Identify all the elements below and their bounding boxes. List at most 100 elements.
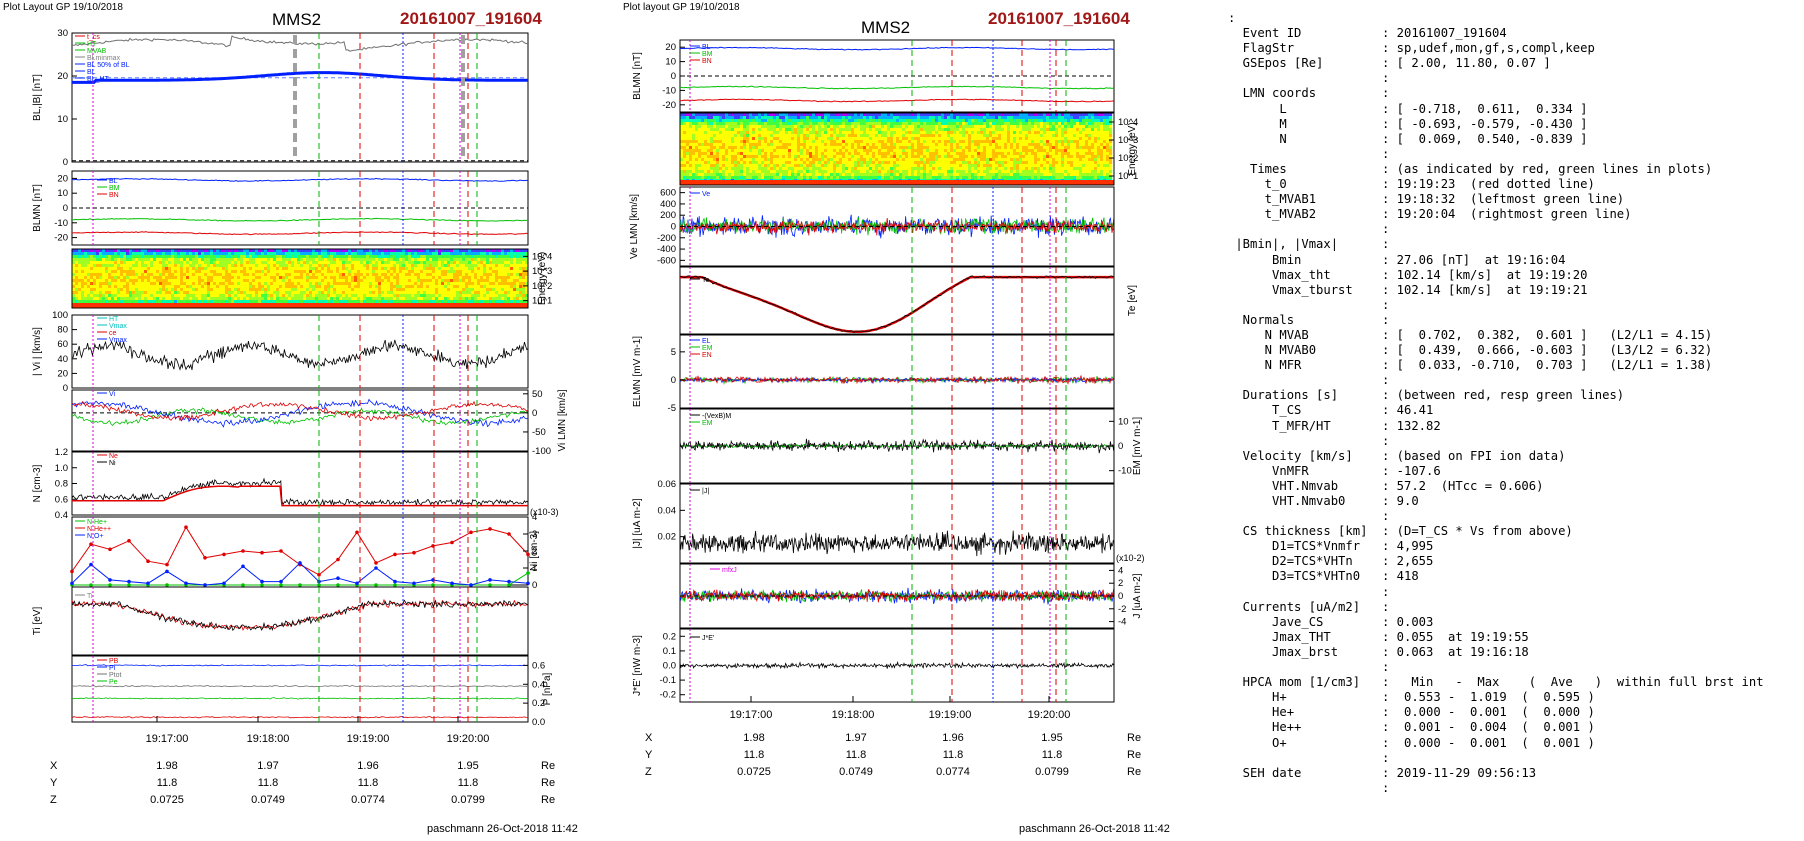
spectrogram-cell [833,134,837,138]
spectrogram-cell [321,294,325,298]
spectrogram-cell [255,285,259,289]
spectrogram-cell [99,300,103,304]
spectrogram-cell [99,261,103,265]
spectrogram-cell [291,282,295,286]
spectrogram-cell [480,279,484,283]
spectrogram-cell [462,270,466,274]
spectrogram-cell [474,300,478,304]
spectrogram-cell [881,116,885,120]
spectrogram-cell [893,134,897,138]
spectrogram-cell [393,273,397,277]
spectrogram-cell [444,276,448,280]
spectrogram-cell [291,297,295,301]
spectrogram-cell [788,125,792,129]
spectrogram-cell [746,116,750,120]
spectrogram-cell [411,270,415,274]
spectrogram-cell [441,294,445,298]
spectrogram-cell [108,288,112,292]
spectrogram-cell [959,128,963,132]
spectrogram-cell [779,146,783,150]
spectrogram-cell [522,264,526,268]
spectrogram-cell [845,131,849,135]
spectrogram-cell [126,300,130,304]
spectrogram-cell [102,255,106,259]
spectrogram-cell [836,122,840,126]
spectrogram-cell [510,267,514,271]
spectrogram-cell [965,116,969,120]
spectrogram-cell [426,297,430,301]
legend-label: BN [702,58,712,65]
spectrogram-cell [96,270,100,274]
spectrogram-cell [495,288,499,292]
spectrogram-cell [1028,143,1032,147]
spectrogram-cell [944,128,948,132]
spectrogram-cell [447,282,451,286]
spectrogram-cell [78,267,82,271]
spectrogram-cell [288,261,292,265]
spectrogram-cell [171,261,175,265]
spectrogram-cell [372,282,376,286]
spectrogram-cell [378,285,382,289]
spectrogram-cell [827,140,831,144]
spectrogram-cell [282,288,286,292]
spectrogram-cell [369,255,373,259]
spectrogram-cell [399,297,403,301]
spectrogram-cell [444,273,448,277]
spectrogram-cell [138,276,142,280]
spectrogram-cell [525,267,529,271]
spectrogram-cell [731,134,735,138]
spectrogram-cell [1025,146,1029,150]
spectrogram-cell [462,264,466,268]
spectrogram-cell [396,249,400,253]
spectrogram-cell [318,297,322,301]
spectrogram-cell [99,297,103,301]
spectrogram-cell [830,146,834,150]
spectrogram-cell [471,276,475,280]
spectrogram-cell [453,249,457,253]
spectrogram-cell [342,258,346,262]
spectrogram-cell [93,249,97,253]
spectrogram-cell [291,276,295,280]
spectrogram-cell [513,276,517,280]
spectrogram-cell [860,134,864,138]
spectrogram-cell [309,255,313,259]
spectrogram-cell [872,140,876,144]
spectrogram-cell [1100,146,1104,150]
spectrogram-cell [165,270,169,274]
spectrogram-cell [522,249,526,253]
spectrogram-cell [408,297,412,301]
spectrogram-cell [156,261,160,265]
spectrogram-cell [327,297,331,301]
spectrogram-cell [135,279,139,283]
spectrogram-cell [105,261,109,265]
spectrogram-cell [138,282,142,286]
spectrogram-cell [480,258,484,262]
spectrogram-cell [264,267,268,271]
spectrogram-cell [1013,131,1017,135]
spectrogram-cell [878,125,882,129]
spectrogram-cell [881,119,885,123]
spectrogram-cell [824,137,828,141]
spectrogram-cell [336,279,340,283]
spectrogram-cell [507,255,511,259]
spectrogram-cell [285,291,289,295]
spectrogram-cell [162,276,166,280]
spectrogram-cell [156,267,160,271]
spectrogram-cell [477,279,481,283]
spectrogram-cell [938,122,942,126]
spectrogram-cell [959,119,963,123]
spectrogram-cell [489,273,493,277]
spectrogram-cell [1049,125,1053,129]
spectrogram-cell [471,264,475,268]
spectrogram-cell [216,261,220,265]
spectrogram-cell [462,273,466,277]
spectrogram-cell [824,146,828,150]
spectrogram-cell [1064,137,1068,141]
spectrogram-cell [90,297,94,301]
spectrogram-cell [219,267,223,271]
spectrogram-cell [375,261,379,265]
spectrogram-cell [408,261,412,265]
spectrogram-cell [878,134,882,138]
spectrogram-cell [1007,146,1011,150]
spectrogram-cell [516,294,520,298]
